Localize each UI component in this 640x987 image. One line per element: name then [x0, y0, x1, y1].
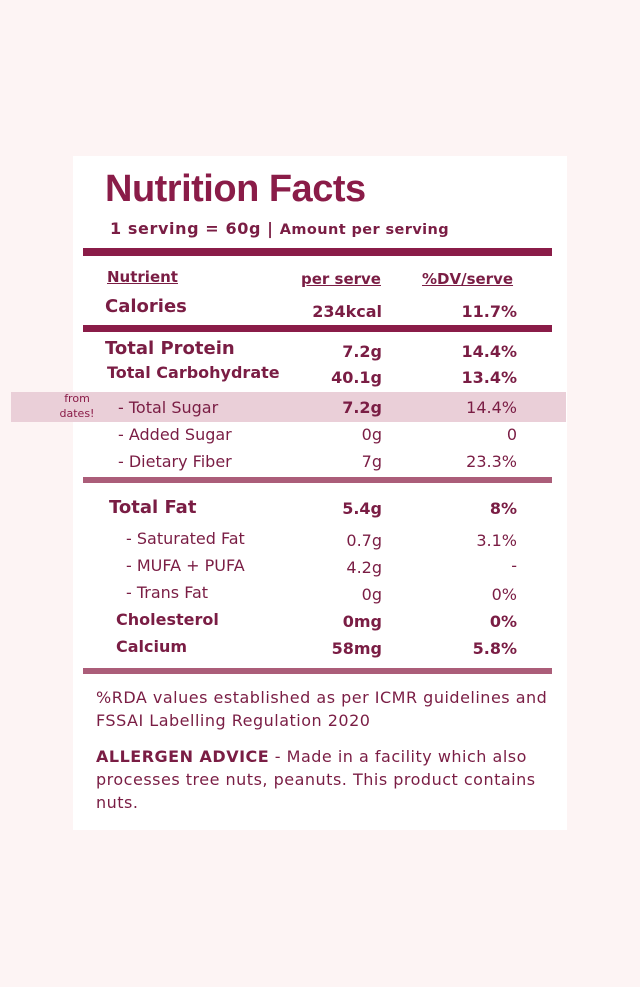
- row-added-sugar-serve: 0g: [361, 425, 382, 444]
- row-fat-serve: 5.4g: [342, 499, 382, 518]
- row-calories-serve: 234kcal: [312, 302, 382, 321]
- row-calcium-serve: 58mg: [331, 639, 382, 658]
- serving-info: 1 serving = 60g | Amount per serving: [110, 219, 449, 238]
- row-added-sugar-dv: 0: [506, 425, 517, 444]
- row-cholesterol-name: Cholesterol: [116, 610, 219, 629]
- row-fiber-dv: 23.3%: [466, 452, 517, 471]
- divider-carbs: [83, 477, 552, 483]
- row-sat-fat-serve: 0.7g: [346, 531, 382, 550]
- row-trans-fat-name: - Trans Fat: [126, 583, 209, 602]
- amount-label: Amount per serving: [279, 222, 450, 238]
- row-carbs-dv: 13.4%: [461, 368, 517, 387]
- row-calcium-name: Calcium: [116, 637, 188, 656]
- row-mufa-pufa-serve: 4.2g: [346, 558, 382, 577]
- row-trans-fat-serve: 0g: [361, 585, 382, 604]
- allergen-advice: ALLERGEN ADVICE - Made in a facility whi…: [96, 745, 556, 814]
- allergen-text: - Made in a facility which also processe…: [96, 747, 536, 812]
- row-protein-dv: 14.4%: [461, 342, 517, 361]
- nutrition-card: [73, 156, 567, 830]
- sugar-highlight: [11, 392, 566, 422]
- divider-calories: [83, 325, 552, 332]
- row-protein-serve: 7.2g: [342, 342, 382, 361]
- allergen-label: ALLERGEN ADVICE: [96, 747, 270, 766]
- row-calcium-dv: 5.8%: [472, 639, 517, 658]
- row-sugar-serve: 7.2g: [342, 398, 382, 417]
- row-cholesterol-serve: 0mg: [342, 612, 382, 631]
- row-cholesterol-dv: 0%: [489, 612, 517, 631]
- page-title: Nutrition Facts: [105, 168, 366, 210]
- row-mufa-pufa-dv: -: [511, 556, 517, 575]
- row-trans-fat-dv: 0%: [491, 585, 517, 604]
- row-added-sugar-name: - Added Sugar: [118, 425, 232, 444]
- row-fat-name: Total Fat: [109, 497, 197, 518]
- row-carbs-name: Total Carbohydrate: [107, 363, 280, 382]
- serving-size: 1 serving = 60g |: [110, 219, 280, 238]
- divider-bottom: [83, 668, 552, 674]
- column-header-nutrient: Nutrient: [107, 268, 178, 286]
- column-header-per-serve: per serve: [301, 270, 381, 288]
- row-carbs-serve: 40.1g: [331, 368, 382, 387]
- row-calories-dv: 11.7%: [461, 302, 517, 321]
- row-protein-name: Total Protein: [105, 338, 235, 359]
- row-fat-dv: 8%: [489, 499, 517, 518]
- row-sugar-dv: 14.4%: [466, 398, 517, 417]
- row-fiber-serve: 7g: [361, 452, 382, 471]
- row-sat-fat-dv: 3.1%: [476, 531, 517, 550]
- row-sat-fat-name: - Saturated Fat: [126, 529, 245, 548]
- sugar-note: from dates!: [59, 392, 95, 420]
- row-fiber-name: - Dietary Fiber: [118, 452, 232, 471]
- row-sugar-name: - Total Sugar: [118, 398, 219, 417]
- row-mufa-pufa-name: - MUFA + PUFA: [126, 556, 245, 575]
- row-calories-name: Calories: [105, 296, 187, 317]
- column-header-dv: %DV/serve: [422, 270, 514, 288]
- rda-note: %RDA values established as per ICMR guid…: [96, 688, 548, 730]
- divider-top: [83, 248, 552, 256]
